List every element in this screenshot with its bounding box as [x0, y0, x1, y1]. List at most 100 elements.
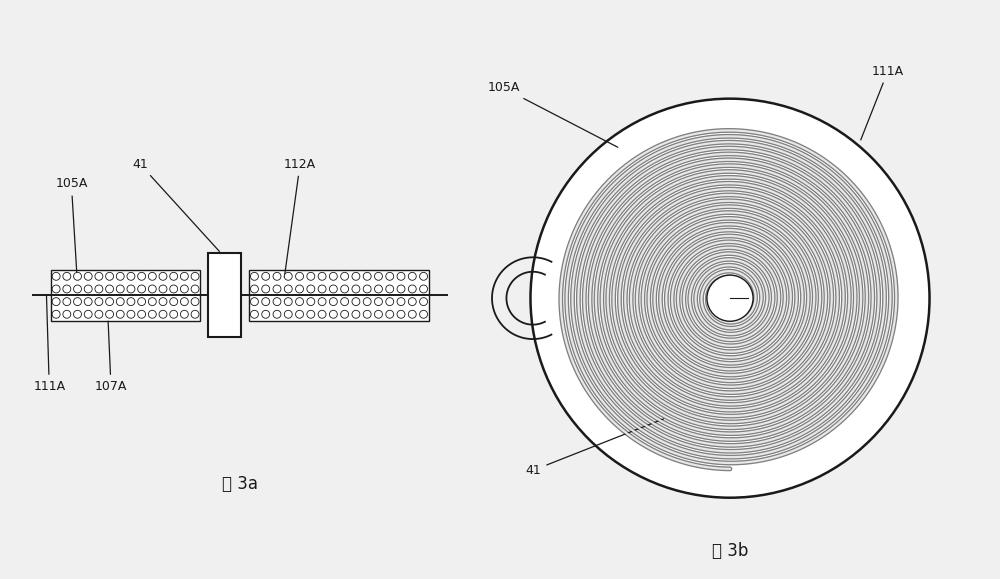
Circle shape: [95, 298, 103, 306]
Circle shape: [159, 310, 167, 318]
Circle shape: [106, 310, 114, 318]
Circle shape: [106, 285, 114, 293]
Circle shape: [420, 298, 428, 306]
Circle shape: [397, 272, 405, 280]
Circle shape: [95, 310, 103, 318]
Circle shape: [318, 298, 326, 306]
Circle shape: [341, 272, 349, 280]
Circle shape: [74, 285, 81, 293]
Text: 图 3a: 图 3a: [222, 475, 258, 493]
Circle shape: [191, 310, 199, 318]
Circle shape: [63, 272, 71, 280]
Circle shape: [63, 285, 71, 293]
Circle shape: [170, 298, 178, 306]
Circle shape: [386, 285, 394, 293]
Circle shape: [138, 285, 146, 293]
Circle shape: [307, 310, 315, 318]
Circle shape: [116, 285, 124, 293]
Text: 111A: 111A: [861, 65, 904, 140]
Circle shape: [74, 298, 81, 306]
Circle shape: [250, 310, 258, 318]
Circle shape: [262, 310, 270, 318]
Circle shape: [84, 310, 92, 318]
Circle shape: [273, 272, 281, 280]
Circle shape: [296, 285, 303, 293]
Circle shape: [284, 310, 292, 318]
Circle shape: [250, 298, 258, 306]
Circle shape: [284, 298, 292, 306]
Circle shape: [180, 272, 188, 280]
Bar: [249, 270, 429, 321]
Circle shape: [352, 298, 360, 306]
Bar: [51, 270, 200, 321]
Text: 41: 41: [132, 157, 219, 251]
Circle shape: [106, 272, 114, 280]
Circle shape: [329, 298, 337, 306]
Circle shape: [52, 285, 60, 293]
Circle shape: [341, 298, 349, 306]
Circle shape: [408, 285, 416, 293]
Circle shape: [138, 272, 146, 280]
Circle shape: [74, 272, 81, 280]
Text: 图 3b: 图 3b: [712, 541, 748, 559]
Circle shape: [106, 298, 114, 306]
Circle shape: [180, 298, 188, 306]
Circle shape: [138, 298, 146, 306]
Circle shape: [318, 310, 326, 318]
Circle shape: [74, 310, 81, 318]
Circle shape: [84, 285, 92, 293]
Circle shape: [273, 310, 281, 318]
Text: 111A: 111A: [33, 296, 65, 393]
Circle shape: [386, 272, 394, 280]
Circle shape: [329, 272, 337, 280]
Circle shape: [307, 285, 315, 293]
Circle shape: [191, 272, 199, 280]
Text: 105A: 105A: [487, 82, 618, 147]
Circle shape: [159, 285, 167, 293]
Circle shape: [148, 285, 156, 293]
Circle shape: [95, 285, 103, 293]
Circle shape: [262, 272, 270, 280]
Circle shape: [707, 275, 753, 321]
Circle shape: [148, 272, 156, 280]
Circle shape: [95, 272, 103, 280]
Circle shape: [386, 310, 394, 318]
Circle shape: [262, 285, 270, 293]
Circle shape: [318, 285, 326, 293]
Bar: [208, 254, 241, 337]
Circle shape: [116, 298, 124, 306]
Circle shape: [84, 298, 92, 306]
Circle shape: [116, 272, 124, 280]
Circle shape: [352, 272, 360, 280]
Circle shape: [284, 285, 292, 293]
Circle shape: [138, 310, 146, 318]
Circle shape: [341, 310, 349, 318]
Circle shape: [530, 98, 930, 498]
Circle shape: [307, 298, 315, 306]
Circle shape: [84, 272, 92, 280]
Circle shape: [273, 285, 281, 293]
Circle shape: [386, 298, 394, 306]
Circle shape: [170, 310, 178, 318]
Circle shape: [127, 285, 135, 293]
Circle shape: [352, 285, 360, 293]
Circle shape: [63, 298, 71, 306]
Circle shape: [262, 298, 270, 306]
Circle shape: [397, 285, 405, 293]
Circle shape: [296, 272, 303, 280]
Circle shape: [170, 285, 178, 293]
Circle shape: [329, 310, 337, 318]
Text: 112A: 112A: [284, 157, 316, 277]
Circle shape: [408, 272, 416, 280]
Circle shape: [52, 298, 60, 306]
Circle shape: [116, 310, 124, 318]
Circle shape: [250, 285, 258, 293]
Text: 41: 41: [526, 419, 664, 477]
Circle shape: [127, 298, 135, 306]
Circle shape: [148, 298, 156, 306]
Circle shape: [375, 285, 382, 293]
Circle shape: [318, 272, 326, 280]
Circle shape: [420, 272, 428, 280]
Circle shape: [191, 285, 199, 293]
Circle shape: [273, 298, 281, 306]
